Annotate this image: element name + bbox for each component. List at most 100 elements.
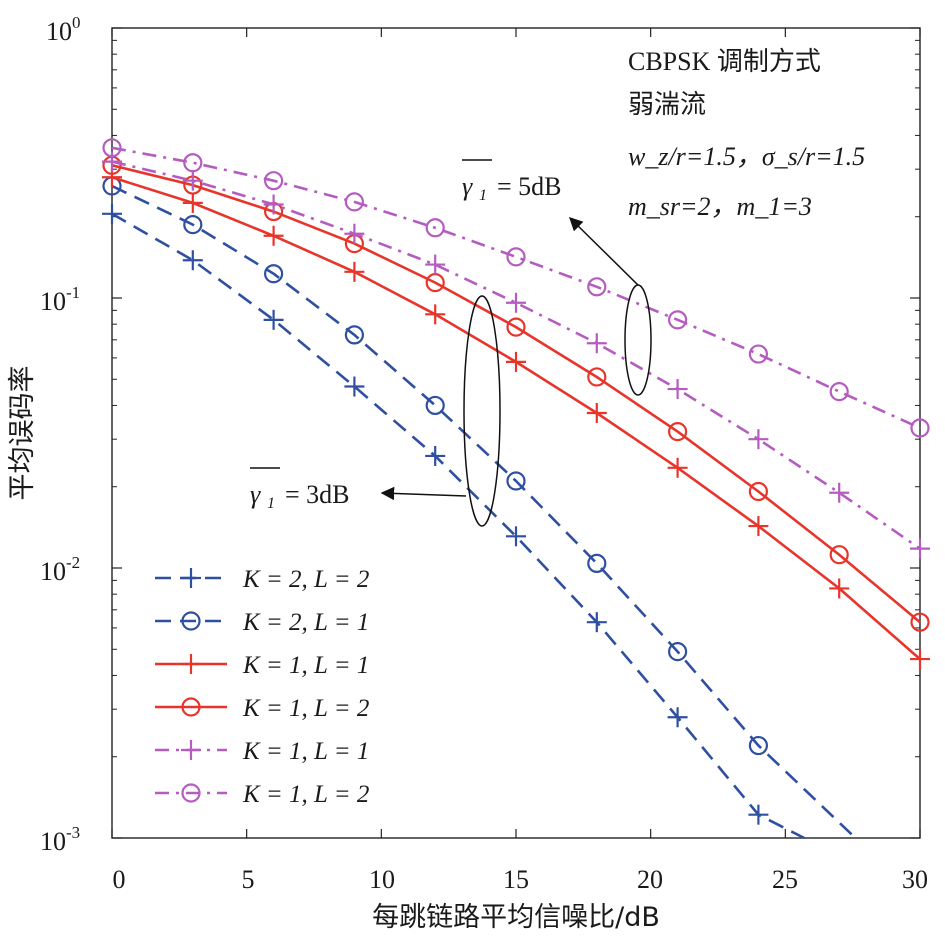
data-point-marker: [182, 192, 203, 213]
x-tick-label-20: 20: [637, 865, 663, 894]
legend-item-3: K = 1, L = 2: [155, 695, 369, 722]
legend-item-4: K = 1, L = 1: [155, 738, 369, 765]
legend-swatch-marker: [181, 783, 201, 803]
data-point-marker: [829, 482, 850, 503]
legend-label: K = 1, L = 1: [242, 652, 369, 679]
data-point-marker: [344, 325, 364, 345]
gamma-5db-symbol: γ: [462, 172, 473, 201]
series-0: [102, 203, 805, 840]
data-point-marker: [344, 376, 365, 397]
data-point-marker: [264, 171, 284, 191]
gamma-3db-subscript: 1: [267, 495, 275, 512]
data-point-marker: [344, 192, 364, 212]
legend: K = 2, L = 2 K = 2, L = 1 K = 1, L = 1 K = …: [155, 566, 369, 808]
data-point-marker: [183, 153, 203, 173]
data-point-marker: [910, 538, 930, 559]
series-2: [102, 167, 930, 670]
data-point-marker: [829, 545, 849, 565]
data-point-marker: [587, 277, 607, 297]
series-line: [111, 146, 921, 430]
y-tick-label-1: 10-1: [40, 283, 80, 316]
data-point-marker: [102, 203, 122, 224]
legend-swatch-marker: [181, 740, 201, 760]
legend-label: K = 1, L = 1: [242, 738, 369, 765]
x-tick-label-10: 10: [369, 865, 395, 894]
data-point-marker: [586, 612, 607, 633]
gamma-3db-arrow: [380, 486, 467, 501]
gamma-3db-value: = 3dB: [285, 480, 350, 509]
x-tick-label-25: 25: [772, 865, 798, 894]
data-point-marker: [425, 304, 446, 325]
axis-ticks: [111, 27, 921, 839]
data-point-marker: [667, 457, 688, 478]
data-point-marker: [829, 578, 850, 599]
data-point-marker: [667, 707, 688, 728]
data-point-marker: [425, 445, 446, 466]
gamma-5db-value: = 5dB: [497, 172, 562, 201]
x-axis-label: 每跳链路平均信噪比/dB: [372, 902, 660, 933]
legend-label: K = 2, L = 2: [242, 566, 369, 593]
modulation-annotation: CBPSK 调制方式: [628, 47, 821, 76]
y-tick-label-0: 100: [46, 13, 81, 46]
data-point-marker: [506, 526, 526, 547]
series-1: [102, 176, 857, 839]
legend-swatch-marker: [181, 654, 201, 674]
params-line1-annotation: w_z/r=1.5，σ_s/r=1.5: [628, 142, 865, 171]
x-tick-label-0: 0: [113, 865, 126, 894]
data-point-marker: [748, 344, 769, 364]
legend-swatch-marker: [181, 611, 201, 631]
turbulence-annotation: 弱湍流: [628, 90, 706, 119]
gamma-3db-label: γ 1 = 3dB: [250, 467, 350, 512]
data-point-marker: [506, 317, 526, 337]
legend-label: K = 1, L = 2: [242, 695, 369, 722]
data-point-marker: [344, 223, 365, 244]
x-tick-label-5: 5: [242, 865, 255, 894]
data-point-marker: [425, 254, 446, 275]
data-point-marker: [506, 351, 526, 372]
data-point-marker: [586, 403, 607, 424]
data-point-marker: [667, 310, 688, 330]
gamma-3db-ellipse: [463, 295, 501, 527]
gamma-5db-ellipse: [624, 284, 652, 396]
params-line2-annotation: m_sr=2，m_1=3: [628, 192, 812, 221]
legend-label: K = 2, L = 1: [242, 609, 369, 636]
legend-item-2: K = 1, L = 1: [155, 652, 369, 679]
gamma-5db-subscript: 1: [479, 187, 487, 204]
gamma-5db-label: γ 1 = 5dB: [462, 159, 562, 204]
data-point-marker: [182, 250, 203, 271]
data-point-marker: [587, 367, 607, 387]
data-point-marker: [425, 395, 445, 416]
data-point-marker: [667, 422, 688, 442]
series-group: [102, 138, 930, 840]
data-point-marker: [102, 138, 122, 158]
data-point-marker: [506, 471, 526, 491]
data-point-marker: [344, 261, 365, 282]
y-tick-label-3: 10-3: [40, 823, 80, 856]
x-tick-label-15: 15: [503, 865, 529, 894]
gamma-3db-symbol: γ: [250, 480, 261, 509]
data-point-marker: [829, 382, 849, 402]
data-point-marker: [910, 649, 930, 670]
data-point-marker: [910, 418, 930, 438]
data-point-marker: [263, 309, 284, 330]
data-point-marker: [748, 481, 769, 502]
data-point-marker: [667, 642, 688, 662]
data-point-marker: [748, 429, 769, 450]
y-axis-label: 平均误码率: [7, 366, 38, 501]
legend-item-0: K = 2, L = 2: [155, 566, 369, 593]
data-point-marker: [910, 612, 930, 632]
data-point-marker: [102, 151, 122, 172]
data-point-marker: [586, 333, 607, 354]
series-line: [111, 184, 857, 839]
series-4: [102, 151, 930, 559]
data-point-marker: [748, 516, 769, 537]
legend-swatch-marker: [181, 568, 201, 588]
series-3: [102, 155, 930, 632]
data-point-marker: [748, 804, 769, 825]
series-5: [102, 138, 930, 438]
data-point-marker: [506, 292, 526, 313]
data-point-marker: [667, 379, 688, 400]
legend-item-1: K = 2, L = 1: [155, 609, 369, 636]
